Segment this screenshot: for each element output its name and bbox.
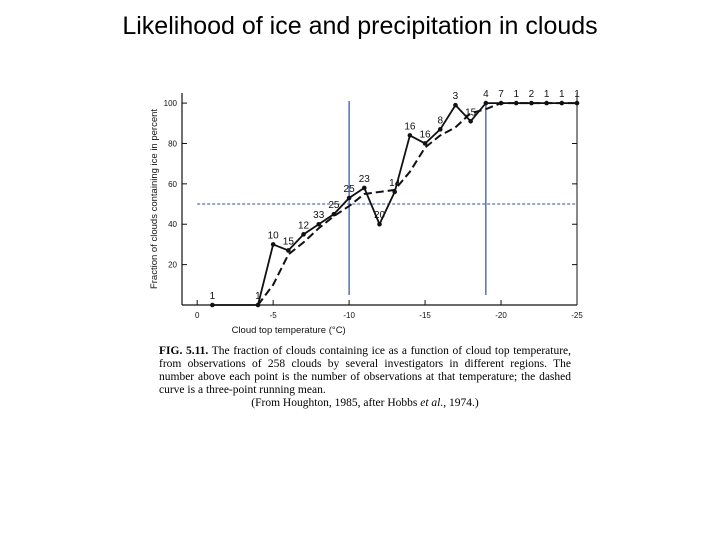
point-count-label: 1 xyxy=(513,89,519,100)
x-axis-label: Cloud top temperature (°C) xyxy=(232,325,346,335)
point-count-label: 1 xyxy=(255,291,261,302)
caption-source: (From Houghton, 1985, after Hobbs et al.… xyxy=(159,397,571,410)
point-count-label: 1 xyxy=(559,89,565,100)
x-tick-label: -10 xyxy=(343,311,355,320)
source-suffix: , 1974.) xyxy=(443,397,479,409)
y-tick-label: 80 xyxy=(168,139,177,148)
point-count-label: 14 xyxy=(389,178,401,189)
point-count-label: 7 xyxy=(498,89,504,100)
point-count-label: 15 xyxy=(465,107,477,118)
data-point xyxy=(483,100,489,106)
data-point xyxy=(377,221,382,227)
x-tick-label: -5 xyxy=(270,311,278,320)
point-count-label: 4 xyxy=(483,89,489,100)
point-count-label: 1 xyxy=(210,291,216,302)
slide-title: Likelihood of ice and precipitation in c… xyxy=(122,12,598,40)
y-tick-label: 40 xyxy=(168,220,177,229)
x-tick-label: 0 xyxy=(195,311,200,320)
data-point xyxy=(362,185,367,191)
y-axis-label: Fraction of clouds containing ice in per… xyxy=(149,109,160,289)
data-point xyxy=(316,221,322,227)
point-count-label: 25 xyxy=(328,200,340,211)
running-mean-line xyxy=(257,102,577,306)
x-tick-label: -25 xyxy=(571,311,583,320)
point-count-label: 8 xyxy=(437,115,443,126)
point-count-label: 15 xyxy=(283,236,295,247)
data-point xyxy=(301,232,306,237)
point-count-label: 3 xyxy=(453,91,459,102)
caption-text: The fraction of clouds containing ice as… xyxy=(159,345,572,396)
y-tick-label: 20 xyxy=(168,261,177,270)
point-count-label: 10 xyxy=(268,230,280,241)
point-count-label: 16 xyxy=(404,121,416,132)
source-prefix: (From Houghton, 1985, after Hobbs xyxy=(251,397,421,409)
ice-fraction-chart: 20 40 60 80 100 0 -5 -10 -15 -20 -25 Cloud top temp… xyxy=(149,89,583,335)
point-count-label: 23 xyxy=(359,174,371,185)
data-point xyxy=(437,127,443,132)
data-point xyxy=(346,195,352,201)
data-point xyxy=(407,133,413,138)
source-etal: et al. xyxy=(420,397,444,409)
point-count-label: 1 xyxy=(574,89,580,100)
point-count-label: 2 xyxy=(529,89,535,100)
data-point xyxy=(270,242,276,247)
data-point xyxy=(453,102,458,108)
data-point xyxy=(468,118,473,124)
data-point xyxy=(574,100,580,106)
point-count-label: 12 xyxy=(298,220,310,231)
x-tick-label: -20 xyxy=(495,311,507,320)
point-count-label: 16 xyxy=(420,129,432,140)
y-tick-label: 100 xyxy=(164,99,178,108)
y-tick-label: 60 xyxy=(168,180,177,189)
data-point xyxy=(286,248,291,253)
data-point xyxy=(422,141,428,146)
point-count-label: 1 xyxy=(544,89,550,100)
point-count-label: 25 xyxy=(344,184,356,195)
data-point xyxy=(529,100,534,106)
point-count-label: 33 xyxy=(313,210,325,221)
x-tick-label: -15 xyxy=(419,311,431,320)
data-point xyxy=(513,100,519,106)
data-point xyxy=(210,302,215,308)
figure-label: FIG. 5.11. xyxy=(159,345,209,357)
figure-caption: FIG. 5.11. The fraction of clouds contai… xyxy=(159,345,571,410)
point-count-label: 20 xyxy=(374,210,386,221)
